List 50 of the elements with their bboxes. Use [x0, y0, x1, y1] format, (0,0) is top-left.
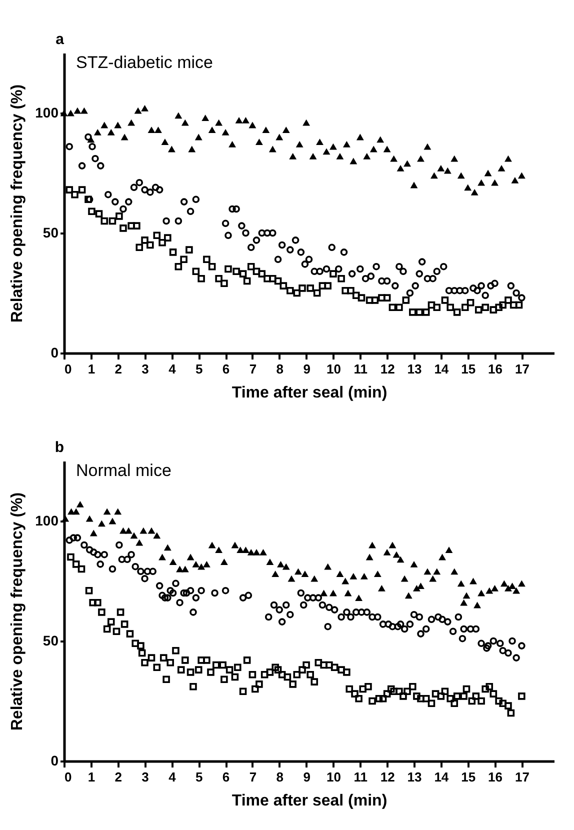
- x-tick-label: 7: [249, 362, 257, 376]
- x-axis-title: Time after seal (min): [232, 792, 388, 810]
- x-tick-label: 6: [222, 770, 230, 784]
- x-tick-label: 13: [407, 362, 422, 376]
- x-tick-label: 17: [514, 770, 530, 784]
- x-tick-label: 15: [461, 362, 476, 376]
- x-tick-label: 10: [326, 770, 341, 784]
- x-tick-label: 13: [407, 770, 422, 784]
- y-axis-title: Relative opening frequency (%): [9, 84, 26, 323]
- x-tick-label: 9: [303, 362, 310, 376]
- chart-title: Normal mice: [76, 461, 172, 480]
- x-tick-label: 17: [514, 362, 530, 376]
- x-tick-label: 7: [249, 770, 257, 784]
- x-tick-label: 8: [276, 362, 284, 376]
- x-tick-label: 3: [142, 770, 149, 784]
- x-tick-label: 10: [326, 362, 341, 376]
- x-tick-label: 6: [222, 362, 230, 376]
- x-tick-label: 1: [88, 362, 96, 376]
- x-tick-label: 16: [488, 362, 503, 376]
- x-tick-label: 4: [168, 770, 177, 784]
- x-tick-label: 11: [354, 770, 368, 784]
- x-tick-label: 12: [380, 362, 395, 376]
- x-tick-label: 2: [114, 362, 122, 376]
- y-tick-label: 100: [35, 104, 59, 120]
- x-axis-title: Time after seal (min): [232, 384, 388, 402]
- y-axis-title: Relative opening frequency (%): [9, 492, 26, 731]
- x-tick-label: 11: [354, 362, 368, 376]
- x-tick-label: 5: [196, 362, 203, 376]
- x-tick-label: 0: [64, 770, 72, 784]
- x-tick-label: 9: [303, 770, 310, 784]
- x-tick-label: 0: [64, 362, 72, 376]
- x-tick-label: 12: [380, 770, 395, 784]
- x-tick-label: 4: [168, 362, 177, 376]
- x-tick-label: 8: [276, 770, 284, 784]
- text: a: [56, 31, 65, 48]
- x-tick-label: 3: [142, 362, 149, 376]
- y-tick-label: 0: [50, 344, 59, 360]
- y-tick-label: 100: [35, 512, 59, 528]
- chart-title: STZ-diabetic mice: [76, 53, 213, 72]
- x-tick-label: 15: [461, 770, 476, 784]
- x-tick-label: 1: [88, 770, 96, 784]
- y-tick-label: 50: [42, 224, 59, 240]
- x-tick-label: 16: [488, 770, 503, 784]
- x-tick-label: 5: [196, 770, 203, 784]
- y-tick-label: 0: [50, 752, 59, 768]
- text: b: [54, 439, 64, 456]
- x-tick-label: 2: [114, 770, 122, 784]
- y-tick-label: 50: [42, 632, 59, 648]
- x-tick-label: 14: [434, 770, 450, 784]
- x-tick-label: 14: [434, 362, 450, 376]
